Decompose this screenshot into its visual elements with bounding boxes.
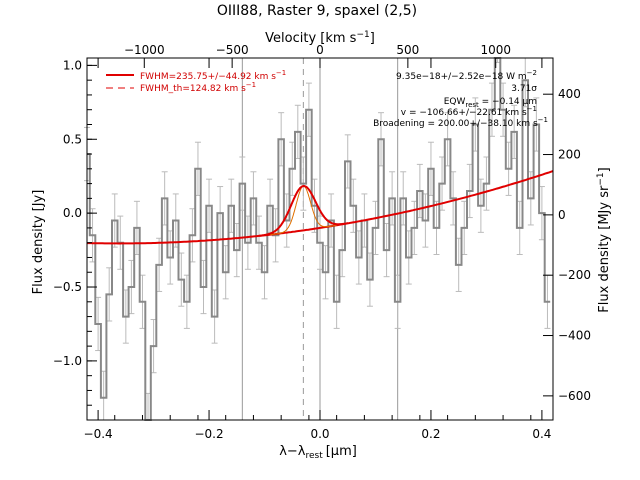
bottom-axis-title: λ−λrest [μm]: [279, 444, 357, 461]
y-tick-label: 1.0: [63, 58, 82, 72]
top-tick-label: 1000: [480, 43, 511, 57]
annotation-velocity: v = −106.66+/−22.61 km s−1: [401, 105, 537, 118]
y-tick-label: −1.0: [53, 354, 82, 368]
annotation-flux: 9.35e−18+/−2.52e−18 W m−2: [396, 69, 537, 82]
top-tick-label: −500: [216, 43, 249, 57]
x-tick-label: 0.0: [310, 427, 329, 441]
x-tick-label: −0.4: [84, 427, 113, 441]
annotation-broadening: Broadening = 200.00+/−38.10 km s−1: [373, 116, 548, 129]
y-tick-label: 0.0: [63, 206, 82, 220]
spectrum-line: [87, 57, 551, 421]
top-tick-label: 500: [396, 43, 419, 57]
top-tick-label: −1000: [124, 43, 165, 57]
right-tick-label: 400: [558, 87, 581, 101]
chart-title: OIII88, Raster 9, spaxel (2,5): [217, 3, 417, 19]
top-axis-title: Velocity [km s−1]: [265, 30, 375, 46]
right-tick-label: −200: [558, 268, 591, 282]
x-tick-label: 0.2: [421, 427, 440, 441]
x-tick-label: −0.2: [194, 427, 223, 441]
legend-fit-label: FWHM=235.75+/−44.92 km s−1: [140, 69, 286, 82]
y-tick-label: 0.5: [63, 132, 82, 146]
left-axis-title: Flux density [Jy]: [31, 190, 46, 295]
y-tick-label: −0.5: [53, 280, 82, 294]
legend: FWHM=235.75+/−44.92 km s−1 FWHM_th=124.8…: [106, 69, 286, 94]
right-tick-label: 200: [558, 148, 581, 162]
x-tick-label: 0.4: [532, 427, 551, 441]
legend-th-label: FWHM_th=124.82 km s−1: [140, 81, 256, 94]
annotation-eqw: EQWrest = −0.14 μm: [444, 97, 537, 109]
continuum-fit-line: [87, 170, 554, 245]
right-axis-title: Flux density [MJy sr−1]: [596, 167, 612, 312]
right-tick-label: −600: [558, 389, 591, 403]
annotation-snr: 3.71σ: [511, 84, 537, 94]
gaussian-fit-line: [258, 185, 348, 237]
top-tick-label: 0: [316, 43, 324, 57]
right-tick-label: −400: [558, 329, 591, 343]
right-tick-label: 0: [558, 208, 566, 222]
fit-annotations: 9.35e−18+/−2.52e−18 W m−2 3.71σ EQWrest …: [373, 69, 548, 129]
